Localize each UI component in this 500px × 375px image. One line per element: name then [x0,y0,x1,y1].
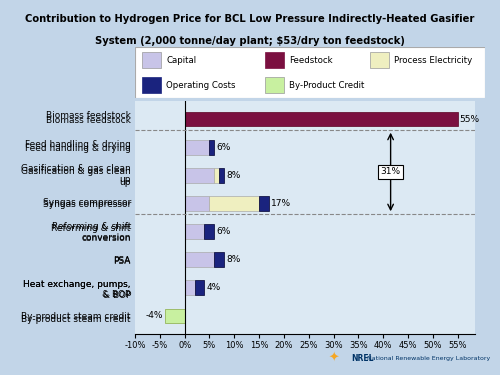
Bar [165,309,184,323]
Bar [214,168,220,183]
Bar [184,168,214,183]
Text: By-product steam credit: By-product steam credit [22,315,131,324]
Text: System (2,000 tonne/day plant; $53/dry ton feedstock): System (2,000 tonne/day plant; $53/dry t… [95,36,405,46]
Text: Reforming & shift
conversion: Reforming & shift conversion [52,222,131,242]
Text: Feedstock: Feedstock [289,56,333,64]
Bar [184,252,214,267]
Text: 8%: 8% [226,171,240,180]
Text: -4%: -4% [146,311,163,320]
Text: Heat exchange, pumps,
& BOP: Heat exchange, pumps, & BOP [24,280,131,300]
Bar [220,168,224,183]
Text: Feed handling & drying: Feed handling & drying [25,140,131,149]
Bar [142,77,161,93]
Text: Syngas compressor: Syngas compressor [42,198,131,207]
Text: 4%: 4% [206,283,220,292]
Text: Biomass feedstock: Biomass feedstock [46,111,131,120]
Text: Operating Costs: Operating Costs [166,81,236,90]
Text: Gasification & gas clean
up: Gasification & gas clean up [21,164,131,184]
Text: NREL: NREL [352,354,374,363]
Bar [184,280,194,295]
Bar [184,224,204,239]
Bar [214,252,224,267]
Text: 8%: 8% [226,255,240,264]
Text: By-Product Credit: By-Product Credit [289,81,364,90]
FancyBboxPatch shape [135,47,485,98]
Bar [264,77,284,93]
Bar [142,52,161,68]
Text: Capital: Capital [166,56,196,64]
Text: 55%: 55% [460,115,479,124]
Bar [204,224,214,239]
Bar [210,140,214,154]
Text: 6%: 6% [216,227,231,236]
Bar [370,52,389,68]
Text: ✦: ✦ [329,352,340,364]
Bar [184,196,210,211]
Text: PSA: PSA [114,256,131,265]
Text: 17%: 17% [271,199,291,208]
Bar [184,140,210,154]
Text: Contribution to Hydrogen Price for BCL Low Pressure Indirectly-Heated Gasifier: Contribution to Hydrogen Price for BCL L… [26,15,474,24]
Text: Process Electricity: Process Electricity [394,56,472,64]
Bar [210,196,259,211]
Text: 31%: 31% [380,168,400,177]
Text: 6%: 6% [216,143,231,152]
Text: National Renewable Energy Laboratory: National Renewable Energy Laboratory [352,356,490,361]
Bar [259,196,269,211]
Bar [194,280,204,295]
Bar [264,52,284,68]
Bar [184,112,458,126]
